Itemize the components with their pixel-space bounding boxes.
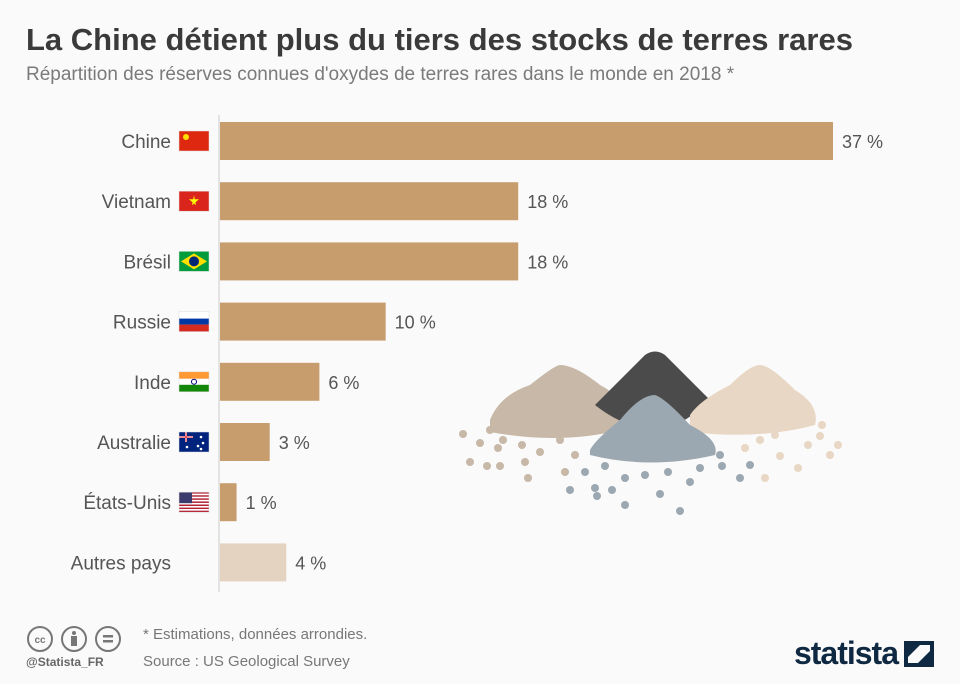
particle: [591, 484, 599, 492]
value-label: 1 %: [246, 493, 277, 513]
particle: [746, 461, 754, 469]
particle: [466, 458, 474, 466]
particle: [521, 458, 529, 466]
particle: [518, 441, 526, 449]
category-label: Vietnam: [102, 192, 171, 213]
particle: [776, 452, 784, 460]
bar-row: Autres pays 4 %: [71, 543, 326, 582]
value-label: 6 %: [328, 373, 359, 393]
particle: [664, 468, 672, 476]
bar-row: Russie 10 %: [113, 302, 436, 341]
particle: [486, 426, 494, 434]
australia-flag-icon: [178, 431, 210, 453]
particle: [771, 431, 779, 439]
bar: [220, 182, 519, 221]
particle: [816, 432, 824, 440]
particle: [716, 451, 724, 459]
particle: [566, 486, 574, 494]
particle: [494, 444, 502, 452]
particle: [621, 474, 629, 482]
no-derivatives-icon: [95, 626, 121, 652]
bar: [220, 423, 270, 461]
particle: [826, 451, 834, 459]
source[interactable]: Source : US Geological Survey: [143, 653, 350, 670]
statista-logo-icon: [904, 640, 934, 667]
particle: [601, 462, 609, 470]
particle: [593, 492, 601, 500]
particle: [794, 464, 802, 472]
particle: [571, 451, 579, 459]
category-label: Australie: [97, 433, 171, 454]
particle: [476, 439, 484, 447]
category-label: Chine: [121, 132, 171, 153]
bar-row: Vietnam 18 %: [102, 182, 568, 221]
bar-row: États-Unis 1 %: [83, 483, 277, 522]
svg-text:cc: cc: [34, 635, 46, 646]
india-flag-icon: [178, 371, 210, 393]
particle: [761, 474, 769, 482]
particle: [736, 474, 744, 482]
category-label: Autres pays: [71, 553, 171, 574]
particle: [556, 436, 564, 444]
chart-subtitle: Répartition des réserves connues d'oxyde…: [26, 64, 735, 85]
value-label: 3 %: [279, 433, 310, 453]
particle: [581, 468, 589, 476]
value-label: 18 %: [527, 192, 568, 212]
particle: [499, 436, 507, 444]
bar-row: Inde 6 %: [134, 362, 359, 401]
bar: [220, 242, 519, 281]
value-label: 18 %: [527, 252, 568, 272]
particle: [804, 441, 812, 449]
footnote: * Estimations, données arrondies.: [143, 626, 368, 643]
particle: [621, 501, 629, 509]
attribution-icon: [61, 626, 87, 652]
particle: [641, 471, 649, 479]
value-label: 4 %: [295, 553, 326, 573]
bar-row: Brésil 18 %: [123, 242, 568, 281]
particle: [718, 462, 726, 470]
particle: [756, 436, 764, 444]
cc-icon: cc: [27, 626, 53, 652]
vietnam-flag-icon: [178, 190, 210, 212]
category-label: États-Unis: [83, 493, 171, 514]
category-label: Brésil: [123, 252, 171, 273]
brazil-flag-icon: [178, 251, 210, 272]
chart-title: La Chine détient plus du tiers des stock…: [26, 22, 853, 57]
usa-flag-icon: [178, 491, 210, 513]
russia-flag-icon: [178, 311, 210, 332]
value-label: 10 %: [395, 313, 436, 333]
particle: [656, 490, 664, 498]
value-label: 37 %: [842, 132, 883, 152]
bar-row: Australie 3 %: [97, 423, 310, 461]
particle: [834, 441, 842, 449]
bar: [220, 543, 287, 582]
particle: [686, 478, 694, 486]
twitter-handle: @Statista_FR: [26, 655, 104, 669]
category-label: Inde: [134, 373, 171, 394]
rare-earth-piles-illustration: [459, 351, 842, 515]
particle: [696, 464, 704, 472]
bar: [220, 302, 386, 341]
bar: [220, 483, 237, 522]
bar: [220, 122, 833, 160]
particle: [818, 421, 826, 429]
particle: [536, 448, 544, 456]
particle: [524, 474, 532, 482]
particle: [496, 462, 504, 470]
particle: [561, 468, 569, 476]
particle: [741, 444, 749, 452]
bar-row: Chine 37 %: [121, 122, 883, 160]
particle: [483, 462, 491, 470]
particle: [608, 486, 616, 494]
statista-logo[interactable]: statista: [794, 635, 934, 672]
cc-license-icons: cc: [26, 625, 122, 653]
particle: [459, 430, 467, 438]
particle: [676, 507, 684, 515]
category-label: Russie: [113, 313, 171, 334]
china-flag-icon: [178, 130, 210, 152]
bar: [220, 362, 320, 401]
